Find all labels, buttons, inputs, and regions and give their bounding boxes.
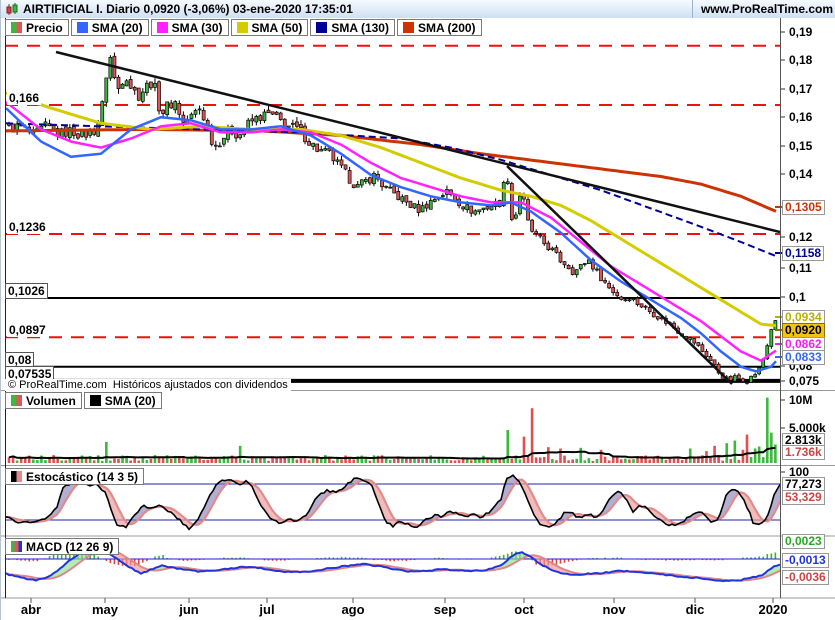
volume-sma-line <box>8 446 776 460</box>
legend-item-volumen[interactable]: Volumen <box>5 392 82 409</box>
month-label[interactable]: ago <box>341 602 364 617</box>
legend-label: Volumen <box>26 393 76 408</box>
axis-value-tag: 53,329 <box>782 490 825 505</box>
legend-item-sma130[interactable]: SMA (130) <box>310 19 395 36</box>
legend-item-sma30[interactable]: SMA (30) <box>150 19 229 36</box>
month-label[interactable]: jun <box>178 602 199 617</box>
legend-item-sma50[interactable]: SMA (50) <box>230 19 309 36</box>
price-level-label: 0,166 <box>7 91 42 106</box>
legend-label: MACD (12 26 9) <box>26 539 114 554</box>
month-label[interactable]: dic <box>686 602 705 617</box>
legend-item-sma20[interactable]: SMA (20) <box>70 19 149 36</box>
stoch-axis-label: 100 <box>789 465 809 479</box>
trendline[interactable] <box>55 50 780 234</box>
price-axis-label: 0,17 <box>789 82 813 96</box>
sma130-swatch <box>316 22 328 33</box>
volume-axis-label: 5.000k <box>789 421 826 435</box>
legend-label: SMA (50) <box>251 20 303 35</box>
volsma-swatch <box>89 395 101 406</box>
price-level-label: 0,1236 <box>7 220 48 235</box>
sma-200-line <box>5 127 777 213</box>
axis-value-tag: -0,0013 <box>782 553 829 568</box>
precio-swatch <box>11 22 22 33</box>
axis-value-tag: 0,0833 <box>782 350 825 365</box>
macd-swatch <box>11 541 22 552</box>
sma-30-line <box>5 101 777 363</box>
month-label[interactable]: may <box>92 602 119 617</box>
legend-item-volsma[interactable]: SMA (20) <box>83 392 162 409</box>
legend-label: SMA (20) <box>91 20 143 35</box>
price-level-label-boxed: 0,1026 <box>5 282 48 299</box>
sma20-swatch <box>76 22 88 33</box>
stoch-k-line <box>5 474 780 531</box>
site-link[interactable]: www.ProRealTime.com <box>691 0 833 18</box>
stochastic-legend: Estocástico (14 3 5) <box>5 468 145 485</box>
price-axis-label: 0,075 <box>789 374 819 388</box>
month-label[interactable]: oct <box>514 602 534 617</box>
legend-label: SMA (30) <box>171 20 223 35</box>
legend-item-macd[interactable]: MACD (12 26 9) <box>5 538 120 555</box>
axis-value-tag: 1.736k <box>782 445 825 460</box>
trendline[interactable] <box>506 165 733 385</box>
month-label[interactable]: 2020 <box>759 602 788 617</box>
month-label[interactable]: jul <box>258 602 274 617</box>
sma-20-line <box>5 107 777 373</box>
axis-value-tag: -0,0036 <box>782 570 829 585</box>
price-axis-label: 0,11 <box>789 261 812 275</box>
price-axis-label: 0,18 <box>789 53 813 67</box>
price-axis-label: 0,16 <box>789 110 813 124</box>
legend-item-sma200[interactable]: SMA (200) <box>396 19 482 36</box>
sma-130-line <box>5 122 777 258</box>
month-label[interactable]: nov <box>602 602 626 617</box>
chart-title: AIRTIFICIAL I. Diario 0,0920 (-3,06%) 03… <box>23 2 353 16</box>
legend-label: Estocástico (14 3 5) <box>26 469 139 484</box>
price-legend: Precio SMA (20) SMA (30) SMA (50) SMA (1… <box>5 19 482 36</box>
axis-value-tag: 2.813k <box>782 433 825 448</box>
copyright-note: © ProRealTime.com Históricos ajustados c… <box>5 379 291 391</box>
price-axis-label: 0,19 <box>789 25 813 39</box>
price-axis-label: 0,15 <box>789 139 813 153</box>
legend-label: SMA (130) <box>331 20 389 35</box>
macd-legend: MACD (12 26 9) <box>5 538 120 555</box>
stoch-d-line <box>5 478 780 527</box>
legend-label: Precio <box>26 20 63 35</box>
sma50-swatch <box>236 22 248 33</box>
macd-line <box>5 545 780 583</box>
chart-svg[interactable]: 0,190,180,170,160,150,140,120,110,10,080… <box>1 18 835 620</box>
title-bar: AIRTIFICIAL I. Diario 0,0920 (-3,06%) 03… <box>1 0 835 19</box>
axis-value-tag: 0,0920 <box>782 323 825 338</box>
month-label[interactable]: abr <box>21 602 41 617</box>
price-axis-label: 0,14 <box>789 167 813 181</box>
price-level-label-boxed: 0,07535 <box>5 365 55 382</box>
price-level-label-boxed: 0,08 <box>5 351 35 368</box>
legend-item-stochastic[interactable]: Estocástico (14 3 5) <box>5 468 145 485</box>
volume-legend: Volumen SMA (20) <box>5 392 162 409</box>
legend-item-precio[interactable]: Precio <box>5 19 69 36</box>
legend-label: SMA (200) <box>417 20 476 35</box>
axis-value-tag: 0,1305 <box>782 200 825 215</box>
legend-label: SMA (20) <box>104 393 156 408</box>
price-panel[interactable] <box>5 18 780 389</box>
month-label[interactable]: sep <box>434 602 456 617</box>
axis-value-tag: 77,273 <box>782 477 825 492</box>
price-axis-label: 0,1 <box>789 290 806 304</box>
candlestick-icon <box>5 2 19 16</box>
volumen-swatch <box>11 395 22 406</box>
axis-value-tag: 0,0862 <box>782 337 825 352</box>
volume-axis-label: 10M <box>789 393 812 407</box>
price-level-label: 0,0897 <box>7 323 48 338</box>
sma200-swatch <box>402 22 414 33</box>
price-axis-label: 0,12 <box>789 230 813 244</box>
stochastic-swatch <box>11 471 22 482</box>
axis-value-tag: 0,0023 <box>782 534 825 549</box>
axis-value-tag: 0,1158 <box>782 246 825 261</box>
sma30-swatch <box>156 22 168 33</box>
